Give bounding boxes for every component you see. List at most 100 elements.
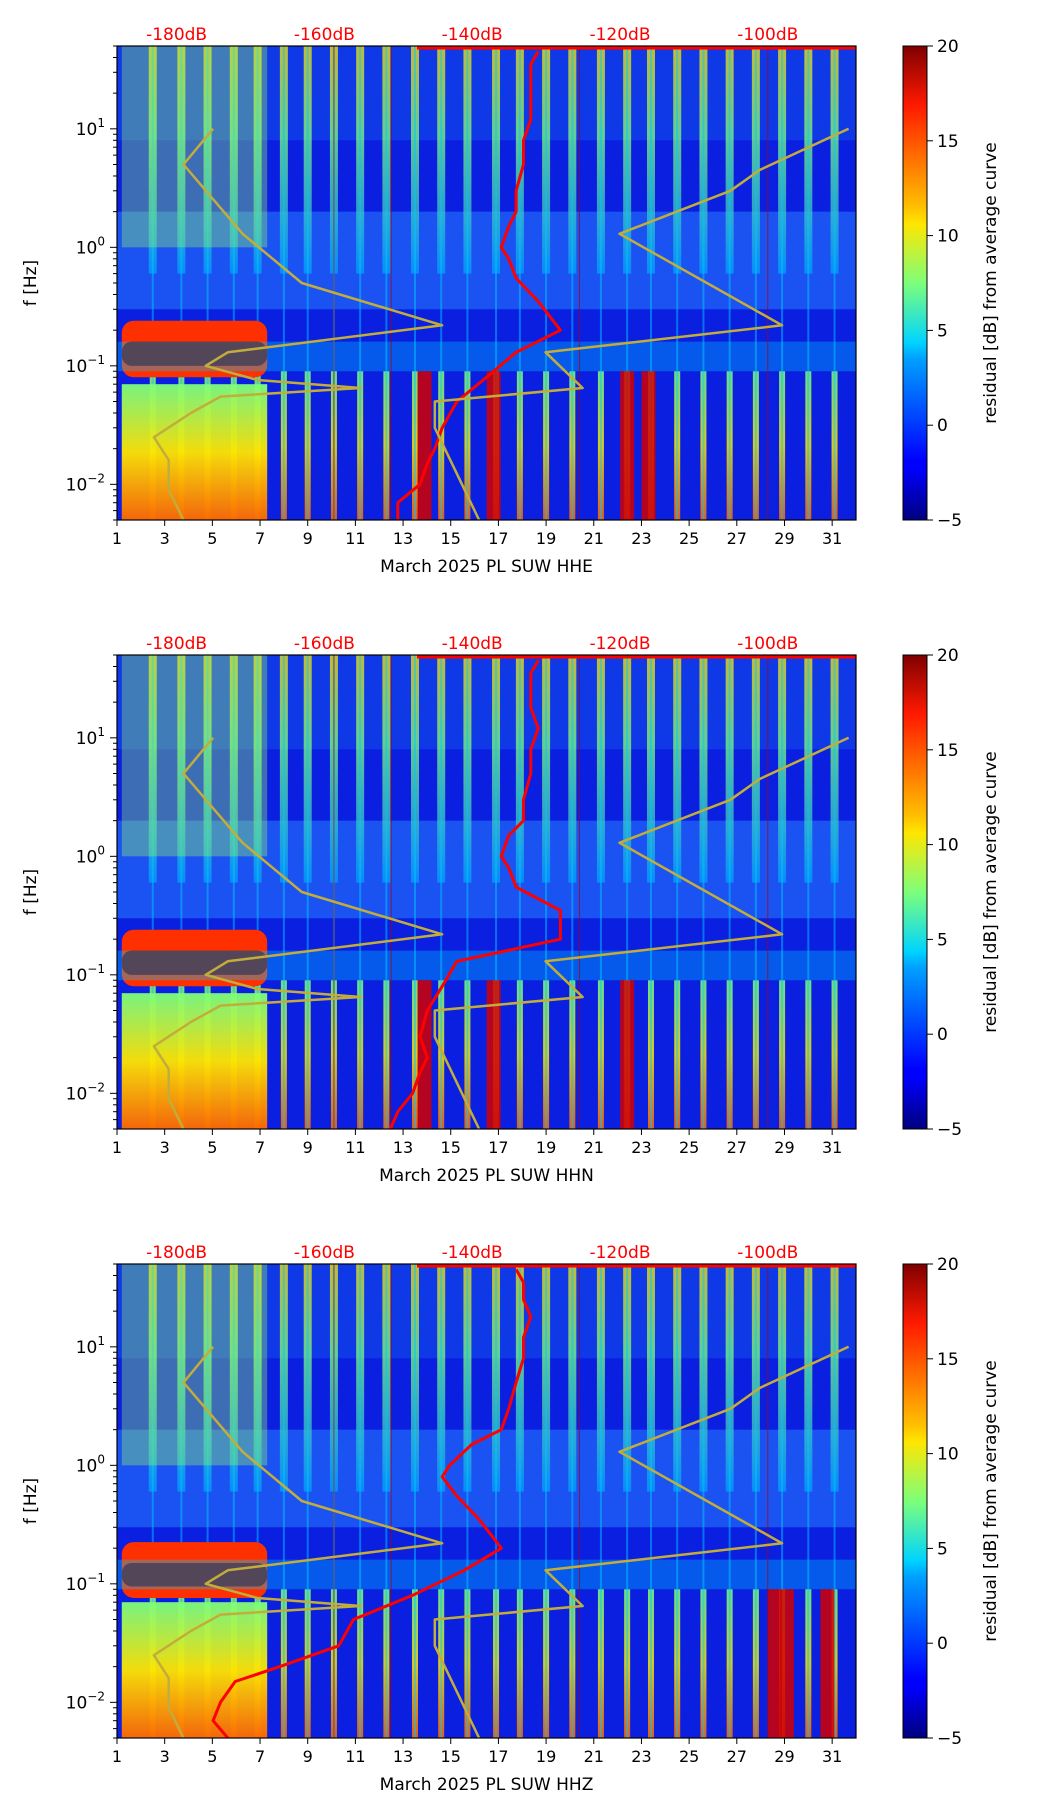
y-tick-label: 101 xyxy=(76,1334,105,1358)
nlnm-curve xyxy=(152,128,444,520)
impulse-line xyxy=(151,655,154,1129)
x-tick-label: 31 xyxy=(822,1747,842,1766)
impulse-line xyxy=(545,46,548,520)
y-tick-base: 10 xyxy=(76,120,98,140)
x-tick-label: 3 xyxy=(160,1747,170,1766)
storm-low-band xyxy=(121,1602,268,1738)
strong-event xyxy=(620,371,635,520)
impulse-line xyxy=(282,46,285,520)
x-tick-label: 1 xyxy=(112,1747,122,1766)
y-tick-label: 10−1 xyxy=(66,962,105,986)
y-tick-exponent: 1 xyxy=(97,116,105,130)
colorbar: −5 0 5 10 15 20 residual [dB] from average cur… xyxy=(902,1255,1001,1749)
y-tick-label: 10−2 xyxy=(66,1080,105,1104)
x-tick-label: 9 xyxy=(303,1138,313,1157)
strong-event xyxy=(417,980,432,1129)
y-tick-exponent: −1 xyxy=(87,1571,105,1585)
impulse-line xyxy=(256,655,259,1129)
colorbar-tick-label: −5 xyxy=(937,1729,962,1749)
y-tick-base: 10 xyxy=(66,1693,88,1713)
x-axis-label: March 2025 PL SUW HHN xyxy=(379,1166,594,1186)
impulse-line xyxy=(728,1264,731,1738)
y-tick-label: 10−2 xyxy=(66,1689,105,1713)
nhnm-curve xyxy=(433,736,850,1129)
colorbar-tick-label: 0 xyxy=(937,416,948,436)
x-tick-label: 11 xyxy=(345,1138,365,1157)
x-tick-label: 13 xyxy=(393,1747,413,1766)
strong-event xyxy=(486,980,501,1129)
colorbar-tick-label: 0 xyxy=(937,1025,948,1045)
x-tick-label: 9 xyxy=(303,1747,313,1766)
y-tick-exponent: 0 xyxy=(97,234,105,248)
colorbar-gradient xyxy=(902,1263,928,1739)
storm-high-band xyxy=(121,1264,268,1466)
impulse-line xyxy=(702,46,705,520)
y-tick-base: 10 xyxy=(76,729,98,749)
microseism-peak xyxy=(121,950,268,975)
colorbar: −5 0 5 10 15 20 residual [dB] from average cur… xyxy=(902,646,1001,1140)
impulse-line xyxy=(466,655,469,1129)
colorbar-tick-label: 5 xyxy=(937,1539,948,1559)
impulse-line xyxy=(282,655,285,1129)
nlnm-curve xyxy=(152,1346,444,1738)
x-tick-label: 1 xyxy=(112,529,122,548)
impulse-line xyxy=(359,46,362,520)
impulse-line xyxy=(306,1264,309,1738)
impulse-line xyxy=(702,1264,705,1738)
impulse-line xyxy=(518,1264,521,1738)
x-tick-label: 27 xyxy=(727,1138,747,1157)
y-axis-label: f [Hz] xyxy=(21,1478,41,1524)
top-db-label: -180dB xyxy=(146,634,207,654)
top-db-label: -180dB xyxy=(146,25,207,45)
storm-low-band xyxy=(121,384,268,520)
colorbar-tick-label: 5 xyxy=(937,321,948,341)
impulse-line xyxy=(282,1264,285,1738)
impulse-line xyxy=(833,655,836,1129)
strong-event xyxy=(820,1589,835,1738)
x-tick-label: 27 xyxy=(727,1747,747,1766)
strong-event xyxy=(417,371,432,520)
top-db-label: -120dB xyxy=(589,634,650,654)
spectrogram-area xyxy=(117,46,856,520)
impulse-line xyxy=(151,1264,154,1738)
y-tick-label: 100 xyxy=(76,234,105,258)
colorbar-gradient xyxy=(902,45,928,521)
y-tick-base: 10 xyxy=(76,238,98,258)
y-tick-label: 100 xyxy=(76,843,105,867)
x-tick-label: 17 xyxy=(488,1747,508,1766)
x-tick-label: 19 xyxy=(536,529,556,548)
impulse-line xyxy=(676,655,679,1129)
impulse-line xyxy=(180,655,183,1129)
x-tick-label: 11 xyxy=(345,1747,365,1766)
y-axis-label: f [Hz] xyxy=(21,869,41,915)
impulse-line xyxy=(518,655,521,1129)
impulse-line xyxy=(385,655,388,1129)
colorbar-label: residual [dB] from average curve xyxy=(981,142,1001,423)
impulse-line xyxy=(206,655,209,1129)
impulse-line xyxy=(385,46,388,520)
impulse-line xyxy=(466,46,469,520)
colorbar-tick-label: 10 xyxy=(937,836,959,856)
impulse-line xyxy=(232,655,235,1129)
top-db-label: -120dB xyxy=(589,25,650,45)
nhnm-curve xyxy=(433,1345,850,1738)
x-tick-label: 3 xyxy=(160,529,170,548)
y-tick-base: 10 xyxy=(66,475,88,495)
average-psd-curve xyxy=(211,1268,533,1738)
x-tick-label: 29 xyxy=(774,1138,794,1157)
x-tick-label: 17 xyxy=(488,529,508,548)
impulse-line xyxy=(571,1264,574,1738)
colorbar-tick-label: −5 xyxy=(937,511,962,531)
colorbar-tick-label: 20 xyxy=(937,1255,959,1275)
x-tick-label: 19 xyxy=(536,1138,556,1157)
impulse-line xyxy=(440,655,443,1129)
impulse-line xyxy=(232,46,235,520)
impulse-line xyxy=(599,46,602,520)
impulse-line xyxy=(599,655,602,1129)
impulse-line xyxy=(495,655,498,1129)
storm-high-band xyxy=(121,655,268,857)
y-tick-label: 101 xyxy=(76,116,105,140)
